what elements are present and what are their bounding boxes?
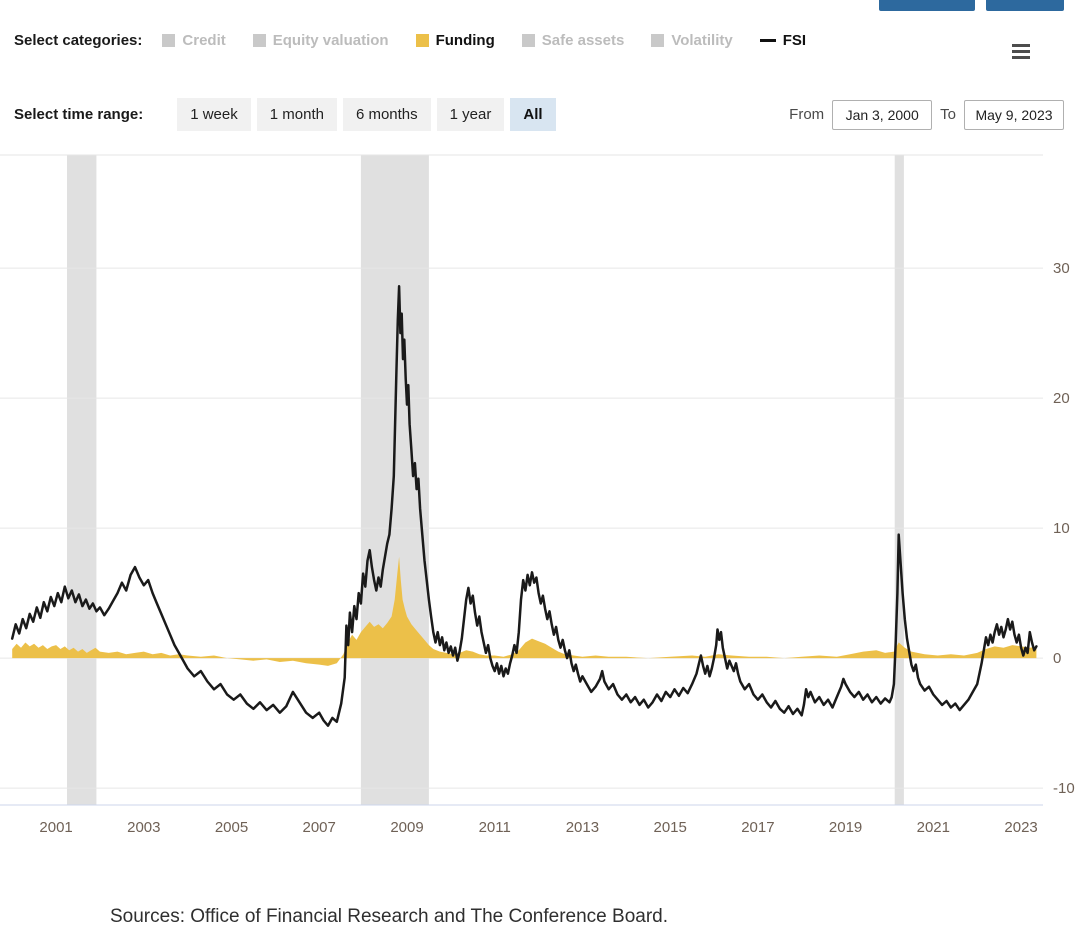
volatility-swatch-icon xyxy=(651,34,665,47)
x-axis-labels: 2001 2003 2005 2007 2009 2011 2013 2015 2017 2019… xyxy=(39,819,1037,836)
toolbar-button-2[interactable] xyxy=(986,0,1064,11)
legend-label: FSI xyxy=(782,32,807,49)
svg-text:2001: 2001 xyxy=(39,819,72,836)
svg-text:2003: 2003 xyxy=(127,819,160,836)
svg-text:2011: 2011 xyxy=(479,819,511,836)
range-button-6-months[interactable]: 6 months xyxy=(342,98,431,131)
categories-row: Select categories: Credit Equity valuati… xyxy=(14,32,980,49)
legend-item-funding[interactable]: Funding xyxy=(415,32,495,49)
date-controls: From To xyxy=(789,99,1064,130)
credit-swatch-icon xyxy=(162,34,176,47)
range-button-all[interactable]: All xyxy=(510,98,556,131)
toolbar-button-1[interactable] xyxy=(879,0,975,11)
legend-label: Funding xyxy=(435,32,495,49)
svg-text:2005: 2005 xyxy=(215,819,248,836)
legend-label: Equity valuation xyxy=(272,32,389,49)
svg-text:2021: 2021 xyxy=(917,819,950,836)
legend-item-safe-assets[interactable]: Safe assets xyxy=(521,32,625,49)
svg-text:2013: 2013 xyxy=(566,819,599,836)
equity-swatch-icon xyxy=(252,34,266,47)
range-button-1-month[interactable]: 1 month xyxy=(256,98,337,131)
svg-text:2017: 2017 xyxy=(741,819,774,836)
svg-text:2023: 2023 xyxy=(1004,819,1037,836)
funding-swatch-icon xyxy=(415,34,429,47)
gridlines xyxy=(0,154,1043,789)
svg-text:20: 20 xyxy=(1053,390,1070,407)
svg-text:-10: -10 xyxy=(1053,780,1075,797)
time-range-row: Select time range: 1 week 1 month 6 mont… xyxy=(14,98,1064,131)
chart-container: 30 20 10 0 -10 2001 2003 2005 2007 2009 2011 2013 20… xyxy=(0,145,1080,860)
legend-label: Volatility xyxy=(671,32,733,49)
range-button-1-year[interactable]: 1 year xyxy=(436,98,505,131)
fsi-line-swatch-icon xyxy=(759,39,776,42)
legend-item-equity-valuation[interactable]: Equity valuation xyxy=(252,32,389,49)
to-date-input[interactable] xyxy=(964,99,1064,130)
from-label: From xyxy=(789,106,825,123)
svg-text:0: 0 xyxy=(1053,650,1061,667)
top-toolbar xyxy=(879,0,1064,11)
svg-text:10: 10 xyxy=(1053,520,1070,537)
to-label: To xyxy=(940,106,956,123)
range-button-group: 1 week 1 month 6 months 1 year All xyxy=(177,98,556,131)
legend-item-credit[interactable]: Credit xyxy=(162,32,226,49)
legend-item-fsi[interactable]: FSI xyxy=(759,32,807,49)
time-range-label: Select time range: xyxy=(14,106,144,123)
funding-area xyxy=(12,556,1037,666)
svg-text:30: 30 xyxy=(1053,260,1070,277)
svg-text:2015: 2015 xyxy=(654,819,687,836)
legend-label: Credit xyxy=(182,32,226,49)
legend-label: Safe assets xyxy=(541,32,625,49)
source-note: Sources: Office of Financial Research an… xyxy=(110,906,668,927)
y-axis-labels: 30 20 10 0 -10 xyxy=(1053,260,1075,797)
svg-text:2019: 2019 xyxy=(829,819,862,836)
hamburger-menu-icon[interactable] xyxy=(1012,44,1030,62)
safe-assets-swatch-icon xyxy=(521,34,535,47)
range-button-1-week[interactable]: 1 week xyxy=(177,98,251,131)
svg-text:2007: 2007 xyxy=(303,819,336,836)
from-date-input[interactable] xyxy=(832,99,933,130)
fsi-line xyxy=(10,285,1038,727)
svg-text:2009: 2009 xyxy=(390,819,423,836)
legend-item-volatility[interactable]: Volatility xyxy=(651,32,733,49)
categories-label: Select categories: xyxy=(14,32,143,49)
